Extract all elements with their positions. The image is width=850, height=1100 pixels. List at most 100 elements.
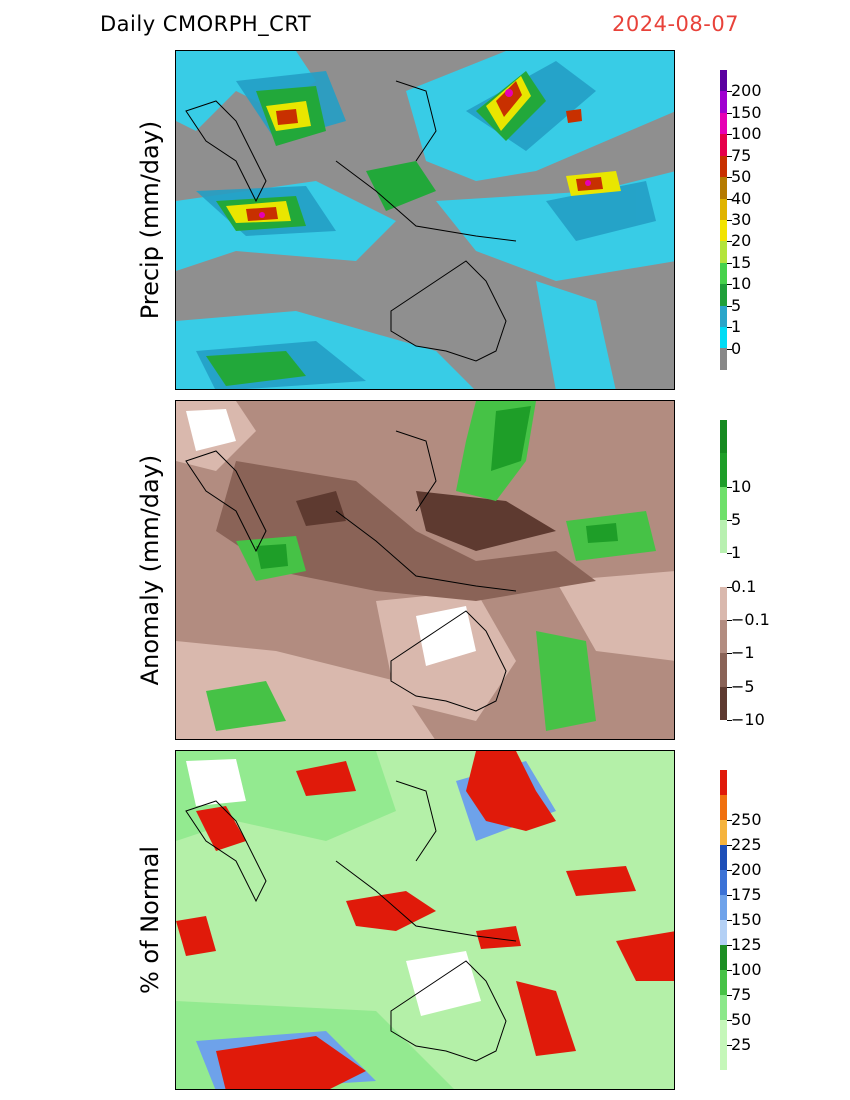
anomaly-colorbar-ticks: 10 5 1 0.1 −0.1 −1 −5 −10 (727, 420, 770, 728)
colorbar-tick-label: 50 (731, 167, 752, 187)
colorbar-tick (727, 1045, 732, 1046)
percent-colorbar-ticks: 250 225 200 175 150 125 100 75 50 25 (727, 770, 767, 1070)
date-label: 2024-08-07 (612, 12, 740, 36)
colorbar-swatch (720, 91, 727, 113)
colorbar-tick (727, 348, 732, 350)
colorbar-tick (727, 945, 732, 946)
colorbar-swatch (720, 619, 727, 654)
colorbar-swatch (720, 486, 727, 520)
colorbar-swatch (720, 134, 727, 156)
colorbar-tick (727, 177, 732, 179)
colorbar-tick-label: 15 (731, 252, 752, 272)
anomaly-axis-label: Anomaly (mm/day) (136, 454, 164, 686)
colorbar-swatch (720, 453, 727, 487)
colorbar-tick-label: 1 (731, 543, 742, 563)
colorbar-tick (727, 241, 732, 243)
colorbar-tick-label: 5 (731, 295, 742, 315)
anomaly-colorbar (720, 420, 727, 720)
colorbar-swatch (720, 1020, 727, 1045)
colorbar-tick (727, 995, 732, 996)
colorbar-tick (727, 112, 732, 114)
colorbar-swatch (720, 653, 727, 687)
colorbar-swatch (720, 198, 727, 220)
colorbar-tick-label: 30 (731, 210, 752, 229)
colorbar-tick (727, 970, 732, 971)
colorbar-swatch (720, 995, 727, 1020)
colorbar-tick (727, 134, 732, 136)
colorbar-tick (727, 220, 732, 221)
colorbar-swatch (720, 795, 727, 820)
colorbar-swatch (720, 845, 727, 870)
precip-axis-label: Precip (mm/day) (136, 120, 164, 320)
colorbar-tick-label: 175 (731, 885, 762, 904)
percent-colorbar (720, 770, 727, 1070)
colorbar-swatch (720, 895, 727, 920)
colorbar-tick-label: 75 (731, 145, 752, 165)
colorbar-tick (727, 553, 732, 555)
colorbar-tick (727, 895, 732, 896)
colorbar-tick (727, 586, 732, 588)
colorbar-tick (727, 486, 732, 488)
colorbar-tick (727, 845, 732, 846)
precip-colorbar (720, 70, 727, 370)
colorbar-swatch (720, 519, 727, 554)
colorbar-tick-label: 5 (731, 510, 742, 529)
colorbar-tick (727, 920, 732, 921)
colorbar-tick-label: 1 (731, 317, 742, 337)
colorbar-tick (727, 653, 732, 655)
colorbar-tick-label: 40 (731, 188, 752, 208)
colorbar-swatch (720, 870, 727, 895)
colorbar-swatch (720, 70, 727, 92)
percent-axis-label: % of Normal (136, 845, 164, 995)
colorbar-tick-label: 10 (731, 476, 752, 496)
colorbar-tick-label: 0 (731, 338, 742, 358)
precip-colorbar-ticks: 200 150 100 75 50 40 30 20 15 10 5 1 0 (727, 70, 767, 370)
colorbar-tick-label: 20 (731, 231, 752, 251)
colorbar-tick (727, 720, 732, 721)
percent-map (175, 750, 675, 1090)
colorbar-tick (727, 1020, 732, 1021)
colorbar-tick-label: 0.1 (731, 576, 757, 596)
colorbar-tick-label: −1 (731, 643, 755, 663)
colorbar-swatch (720, 920, 727, 945)
colorbar-tick-label: 250 (731, 810, 762, 829)
colorbar-swatch (720, 970, 727, 995)
colorbar-swatch (720, 262, 727, 285)
colorbar-swatch (720, 945, 727, 970)
colorbar-tick-label: 25 (731, 1035, 752, 1054)
colorbar-tick-label: 75 (731, 985, 752, 1004)
colorbar-tick-label: 225 (731, 835, 762, 854)
colorbar-swatch (720, 241, 727, 263)
colorbar-swatch (720, 284, 727, 306)
colorbar-swatch (720, 586, 727, 620)
colorbar-tick (727, 284, 732, 286)
precip-map (175, 50, 675, 390)
colorbar-tick (727, 820, 732, 821)
colorbar-tick (727, 262, 732, 264)
colorbar-tick (727, 327, 732, 329)
colorbar-swatch (720, 686, 727, 720)
colorbar-tick (727, 686, 732, 688)
colorbar-tick-label: −10 (731, 710, 765, 729)
colorbar-swatch (720, 1045, 727, 1070)
colorbar-tick (727, 620, 732, 621)
colorbar-tick-label: 200 (731, 860, 762, 879)
colorbar-swatch (720, 177, 727, 199)
colorbar-swatch (720, 820, 727, 845)
colorbar-tick-label: −0.1 (731, 610, 770, 629)
colorbar-swatch (720, 770, 727, 795)
colorbar-swatch (720, 553, 727, 587)
anomaly-map (175, 400, 675, 740)
colorbar-tick-label: 150 (731, 910, 762, 929)
colorbar-tick (727, 870, 732, 871)
colorbar-swatch (720, 420, 727, 454)
colorbar-tick-label: 100 (731, 960, 762, 979)
colorbar-tick-label: 100 (731, 124, 762, 144)
colorbar-tick (727, 198, 732, 200)
colorbar-swatch (720, 305, 727, 328)
colorbar-swatch (720, 155, 727, 178)
colorbar-tick (727, 520, 732, 521)
colorbar-tick-label: 50 (731, 1010, 752, 1029)
chart-title: Daily CMORPH_CRT (100, 12, 312, 36)
colorbar-tick-label: 125 (731, 935, 762, 954)
